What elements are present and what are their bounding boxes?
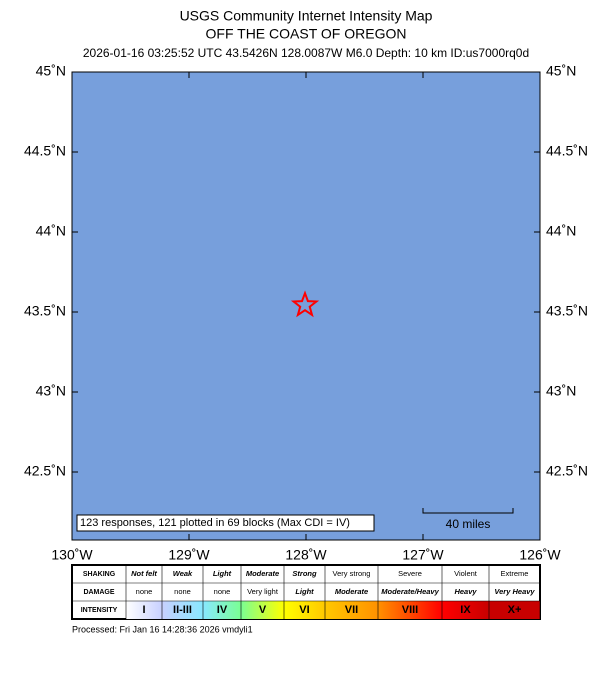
intensity-swatch	[378, 601, 442, 619]
subtitle: OFF THE COAST OF OREGON	[206, 26, 407, 42]
intensity-label: VI	[299, 604, 309, 616]
x-tick-label: 126˚W	[519, 547, 561, 563]
shaking-label: Weak	[173, 569, 193, 578]
damage-label: none	[214, 587, 231, 596]
y-tick-label: 44˚N	[546, 223, 576, 239]
intensity-swatch	[126, 601, 162, 619]
x-tick-label: 127˚W	[402, 547, 444, 563]
shaking-label: Extreme	[501, 569, 529, 578]
scale-label: 40 miles	[446, 517, 491, 531]
intensity-swatch	[203, 601, 241, 619]
shaking-label: Strong	[292, 569, 317, 578]
shaking-label: Very strong	[333, 569, 371, 578]
y-tick-label: 42.5˚N	[546, 463, 588, 479]
intensity-swatch	[442, 601, 489, 619]
intensity-label: IV	[217, 604, 228, 616]
intensity-swatch	[325, 601, 378, 619]
y-tick-label: 44.5˚N	[24, 143, 66, 159]
intensity-swatch	[162, 601, 203, 619]
damage-label: Moderate/Heavy	[381, 587, 439, 596]
y-tick-label: 43˚N	[546, 383, 576, 399]
intensity-swatch	[489, 601, 540, 619]
y-tick-label: 43.5˚N	[24, 303, 66, 319]
intensity-label: II-III	[173, 604, 192, 616]
damage-label: Moderate	[335, 587, 368, 596]
intensity-label: VII	[345, 604, 358, 616]
y-tick-label: 42.5˚N	[24, 463, 66, 479]
y-tick-label: 43.5˚N	[546, 303, 588, 319]
damage-label: Very Heavy	[494, 587, 535, 596]
intensity-swatch	[241, 601, 284, 619]
x-tick-label: 128˚W	[285, 547, 327, 563]
intensity-label: V	[259, 604, 267, 616]
damage-label: Very light	[247, 587, 279, 596]
legend-row-label: SHAKING	[83, 571, 116, 578]
intensity-label: VIII	[402, 604, 419, 616]
legend-row-label: INTENSITY	[81, 607, 118, 614]
footer: Processed: Fri Jan 16 14:28:36 2026 vmdy…	[72, 624, 253, 634]
shaking-label: Light	[213, 569, 232, 578]
intensity-label: IX	[460, 604, 471, 616]
scale-bar	[422, 508, 514, 514]
x-tick-label: 130˚W	[51, 547, 93, 563]
y-tick-label: 45˚N	[546, 63, 576, 79]
damage-label: Light	[295, 587, 314, 596]
event-info: 2026-01-16 03:25:52 UTC 43.5426N 128.008…	[83, 46, 529, 60]
y-tick-label: 45˚N	[36, 63, 66, 79]
y-tick-label: 44˚N	[36, 223, 66, 239]
y-tick-label: 43˚N	[36, 383, 66, 399]
responses-note: 123 responses, 121 plotted in 69 blocks …	[80, 517, 350, 529]
shaking-label: Moderate	[246, 569, 279, 578]
legend-row-label: DAMAGE	[83, 589, 114, 596]
damage-label: none	[174, 587, 191, 596]
epicenter	[290, 290, 320, 318]
intensity-label: X+	[508, 604, 522, 616]
title: USGS Community Internet Intensity Map	[180, 8, 433, 24]
shaking-label: Severe	[398, 569, 422, 578]
water	[71, 71, 541, 541]
damage-label: Heavy	[454, 587, 477, 596]
x-tick-label: 129˚W	[168, 547, 210, 563]
damage-label: none	[136, 587, 153, 596]
shaking-label: Not felt	[131, 569, 157, 578]
y-tick-label: 44.5˚N	[546, 143, 588, 159]
note-box	[76, 514, 375, 532]
intensity-label: I	[142, 604, 145, 616]
intensity-swatch	[284, 601, 325, 619]
shaking-label: Violent	[454, 569, 478, 578]
